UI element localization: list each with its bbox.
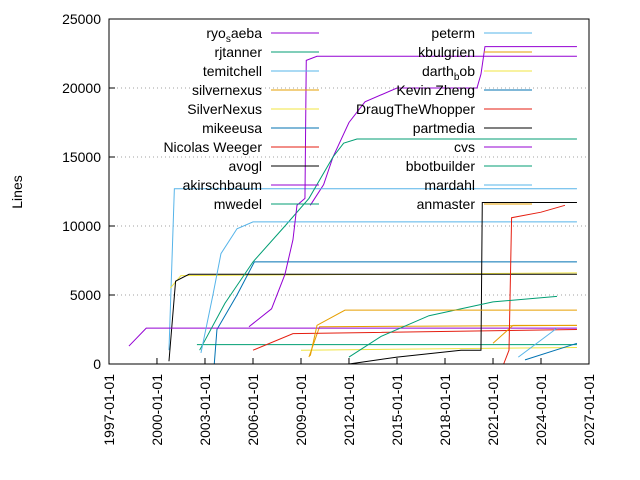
legend-label: darthbob [422,63,475,83]
legend-label: kbulgrien [418,44,475,60]
x-tick-label: 2027-01-01 [581,374,597,446]
legend-label: bbotbuilder [406,158,476,174]
legend-label: SilverNexus [187,101,262,117]
series-line [213,261,577,365]
series-line [200,221,577,354]
legend-label: anmaster [417,196,476,212]
legend-label: silvernexus [192,82,262,98]
legend-label: Kevin Zheng [396,82,475,98]
series-line [309,309,577,356]
legend-label: peterm [431,25,475,41]
legend-label: avogl [229,158,262,174]
series-line [168,188,577,351]
x-tick-label: 2006-01-01 [245,374,261,446]
legend-label: mikeeusa [202,120,262,136]
legend-label: rjtanner [215,44,263,60]
legend-label: cvs [454,139,475,155]
series-line [492,324,577,344]
series-line [309,46,577,206]
legend-label: ryosaeba [206,25,262,45]
x-tick-label: 2024-01-01 [533,374,549,446]
y-tick-label: 15000 [62,149,101,165]
plot-frame [108,18,590,365]
series-line [503,204,566,365]
legend-label: temitchell [203,63,262,79]
y-tick-label: 20000 [62,80,101,96]
legend-label: akirschbaum [183,177,262,193]
legend-label: partmedia [413,120,475,136]
y-tick-label: 5000 [70,287,101,303]
y-tick-label: 0 [93,356,101,372]
x-tick-label: 2009-01-01 [293,374,309,446]
legend-label: mwedel [214,196,262,212]
x-tick-label: 2021-01-01 [485,374,501,446]
series-line [252,329,577,351]
x-tick-label: 2003-01-01 [197,374,213,446]
legend-label: DraugTheWhopper [356,101,475,117]
y-tick-label: 25000 [62,11,101,27]
x-tick-label: 2018-01-01 [437,374,453,446]
series-line [128,327,577,347]
series-line [199,138,577,351]
x-tick-label: 2000-01-01 [149,374,165,446]
series-line [168,273,577,362]
x-tick-label: 2015-01-01 [389,374,405,446]
y-axis-label: Lines [9,175,25,208]
series-line [348,295,558,358]
x-tick-label: 1997-01-01 [101,374,117,446]
series-line [517,327,558,358]
legend-label: Nicolas Weeger [163,139,262,155]
legend-label: mardahl [424,177,475,193]
series-line [524,342,578,361]
x-tick-label: 2012-01-01 [341,374,357,446]
series-line [348,202,577,365]
y-tick-label: 10000 [62,218,101,234]
series-line [248,55,577,328]
